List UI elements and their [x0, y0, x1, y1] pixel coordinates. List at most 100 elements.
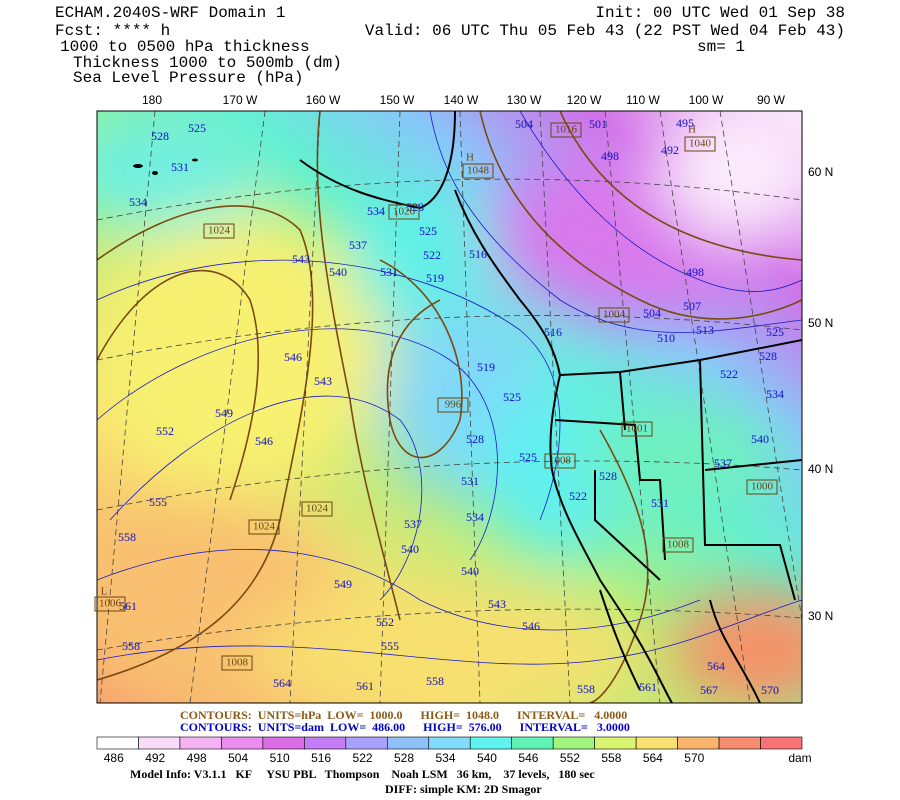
pressure-label: 1006 — [99, 598, 122, 610]
longitude-label: 160 W — [306, 93, 341, 107]
longitude-label: 130 W — [507, 93, 542, 107]
colorbar-label: 504 — [228, 751, 248, 765]
thickness-label: 558 — [426, 674, 444, 688]
thickness-label: 540 — [461, 564, 479, 578]
longitude-label: 170 W — [223, 93, 258, 107]
valid-time: Valid: 06 UTC Thu 05 Feb 43 (22 PST Wed … — [365, 22, 845, 40]
longitude-label: 140 W — [444, 93, 479, 107]
thickness-label: 534 — [129, 195, 147, 209]
colorbar-swatch — [760, 736, 803, 750]
pressure-label-box — [598, 307, 630, 323]
colorbar-swatch — [96, 736, 139, 750]
pressure-label: 1016 — [555, 124, 578, 136]
colorbar-label: 510 — [270, 751, 290, 765]
thickness-label: 555 — [381, 639, 399, 653]
thickness-label: 546 — [284, 350, 302, 364]
colorbar-label: 552 — [560, 751, 580, 765]
map-background — [97, 111, 802, 703]
thickness-label: 501 — [589, 117, 607, 131]
colorbar-swatch — [262, 736, 305, 750]
thickness-label: 519 — [477, 360, 495, 374]
colorbar-label: 564 — [643, 751, 663, 765]
colorbar-label: 528 — [394, 751, 414, 765]
colorbar-label: 498 — [187, 751, 207, 765]
colorbar-label: 516 — [311, 751, 331, 765]
colorbar-label: 522 — [353, 751, 373, 765]
model-info: Model Info: V3.1.1 KF YSU PBL Thompson N… — [130, 767, 595, 781]
latitude-label: 40 N — [808, 462, 833, 476]
colorbar-swatch — [221, 736, 264, 750]
thickness-label: 534 — [466, 510, 484, 524]
thickness-label: 570 — [761, 683, 779, 697]
thickness-label: 516 — [544, 325, 562, 339]
thickness-label: 504 — [515, 117, 533, 131]
pressure-label: 1024 — [208, 225, 231, 237]
colorbar-label: 546 — [518, 751, 538, 765]
thickness-label: 552 — [376, 615, 394, 629]
longitude-label: 150 W — [380, 93, 415, 107]
thickness-label: 498 — [686, 265, 704, 279]
thickness-label: 549 — [215, 406, 233, 420]
pressure-label-box — [550, 122, 582, 138]
field-name: 1000 to 0500 hPa thickness — [60, 38, 310, 56]
colorbar-swatch — [428, 736, 471, 750]
pressure-label: 996 — [445, 399, 462, 411]
colorbar-label: 492 — [145, 751, 165, 765]
thickness-label: 528 — [151, 129, 169, 143]
thickness-label: 549 — [334, 577, 352, 591]
thickness-label: 558 — [118, 530, 136, 544]
thickness-label: 567 — [700, 683, 718, 697]
pressure-label-box — [437, 397, 469, 413]
colorbar-label: 486 — [104, 751, 124, 765]
colorbar-swatch — [345, 736, 388, 750]
colorbar-swatch — [511, 736, 554, 750]
colorbar-swatch — [552, 736, 595, 750]
longitude-label: 90 W — [757, 93, 786, 107]
pressure-label: 1008 — [667, 539, 690, 551]
init-time: Init: 00 UTC Wed 01 Sep 38 — [595, 4, 845, 22]
thickness-label: 513 — [696, 323, 714, 337]
latitude-label: 60 N — [808, 165, 833, 179]
thickness-label: 537 — [404, 517, 422, 531]
pressure-label: 1000 — [751, 481, 774, 493]
thickness-label: 534 — [766, 387, 784, 401]
pressure-center-marker: H — [688, 124, 696, 136]
pressure-label-box — [203, 223, 235, 239]
thickness-label: 507 — [683, 299, 701, 313]
thickness-label: 564 — [707, 659, 725, 673]
thickness-label: 552 — [156, 424, 174, 438]
pressure-label-box — [301, 501, 333, 517]
thickness-label: 543 — [314, 374, 332, 388]
legend-entry: Thickness 1000 to 500mb (dm) — [73, 54, 342, 72]
smoothing: sm= 1 — [697, 38, 745, 56]
pressure-label-box — [462, 163, 494, 179]
colorbar-swatch — [677, 736, 720, 750]
thickness-label: 537 — [349, 238, 367, 252]
thickness-label: 519 — [426, 271, 444, 285]
pressure-center-marker: L — [101, 586, 108, 598]
thickness-label: 528 — [466, 432, 484, 446]
pressure-label: 1024 — [306, 503, 329, 515]
thickness-label: 525 — [419, 224, 437, 238]
pressure-label: 1008 — [226, 657, 249, 669]
thickness-label: 564 — [273, 676, 291, 690]
longitude-label: 110 W — [626, 93, 660, 107]
thickness-label: 531 — [171, 160, 189, 174]
colorbar-swatch — [386, 736, 430, 750]
pressure-label-box — [94, 596, 126, 612]
colorbar-swatch — [138, 736, 181, 750]
pressure-label-box — [746, 479, 778, 495]
thickness-label: 561 — [119, 599, 137, 613]
thickness-label: 540 — [751, 432, 769, 446]
thickness-label: 525 — [766, 325, 784, 339]
pressure-label: 1008 — [549, 455, 572, 467]
thickness-label: 495 — [676, 116, 694, 130]
colorbar-swatch — [635, 736, 678, 750]
thickness-label: 492 — [661, 143, 679, 157]
pressure-label: 1040 — [689, 138, 712, 150]
thickness-label: 504 — [643, 306, 661, 320]
thickness-label: 546 — [255, 434, 273, 448]
thickness-label: 522 — [423, 248, 441, 262]
